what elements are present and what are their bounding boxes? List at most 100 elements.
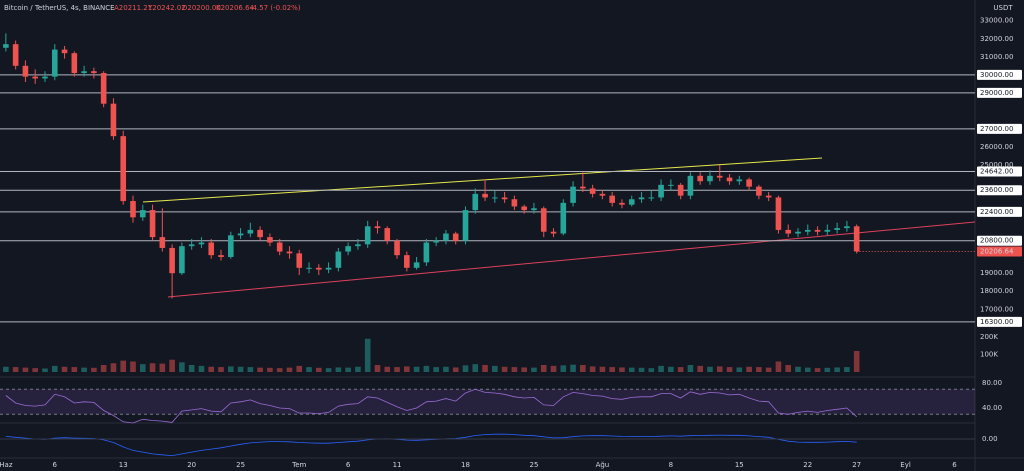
- volume-bar: [775, 361, 782, 372]
- candle-body: [746, 179, 752, 187]
- level-box: [977, 166, 1022, 177]
- candle-body: [482, 193, 488, 198]
- candle-body: [580, 186, 586, 189]
- volume-bar: [658, 365, 664, 372]
- candle-body: [462, 210, 469, 241]
- y-tick-label: 18000.00: [980, 287, 1013, 295]
- candle-body: [120, 136, 127, 202]
- volume-bar: [580, 365, 586, 372]
- candle-body: [394, 240, 400, 256]
- candle-body: [443, 233, 449, 241]
- volume-bar: [42, 368, 48, 372]
- candle-body: [71, 53, 78, 74]
- candle-body: [677, 184, 684, 196]
- candle-body: [81, 71, 87, 74]
- candle-body: [775, 197, 782, 230]
- volume-bar: [531, 367, 537, 372]
- candle-body: [423, 242, 430, 263]
- candle-body: [306, 267, 312, 269]
- ohlc-open: A20211.21: [114, 4, 152, 12]
- candle-body: [61, 49, 68, 54]
- volume-bar: [609, 367, 615, 372]
- volume-bar: [364, 338, 371, 372]
- ohlc-close: K20206.64: [216, 4, 255, 12]
- candle-body: [765, 195, 772, 198]
- rsi-band: [0, 389, 975, 415]
- candle-body: [51, 49, 58, 77]
- volume-bar: [179, 362, 185, 372]
- candle-body: [208, 242, 215, 256]
- level-box: [977, 69, 1022, 80]
- candle-body: [159, 237, 166, 248]
- volume-bar: [51, 365, 58, 372]
- candle-body: [540, 208, 547, 232]
- last-price-label: 20206.64: [980, 247, 1014, 255]
- candle-body: [804, 229, 811, 232]
- y-tick-label: 17000.00: [980, 305, 1013, 313]
- volume-bar: [22, 367, 29, 372]
- ohlc-high: Y20242.02: [147, 4, 186, 12]
- volume-bar: [648, 368, 655, 372]
- volume-bar: [413, 366, 420, 372]
- candle-body: [335, 251, 342, 268]
- volume-bar: [208, 366, 215, 372]
- x-tick-label: 8: [669, 461, 673, 469]
- volume-bar: [227, 366, 234, 372]
- x-tick-label: Tem: [291, 461, 306, 469]
- volume-bar: [540, 365, 547, 372]
- volume-bar: [306, 367, 312, 372]
- x-tick-label: 6: [53, 461, 58, 469]
- volume-bar: [218, 367, 224, 372]
- candle-body: [22, 65, 29, 77]
- volume-tick-label: 100K: [980, 351, 998, 359]
- volume-bar: [100, 365, 107, 372]
- level-label: 16300.00: [980, 318, 1013, 326]
- candle-body: [374, 226, 381, 229]
- level-box: [977, 185, 1022, 196]
- volume-bar: [394, 367, 400, 372]
- volume-bar: [110, 363, 117, 372]
- candle-body: [853, 226, 860, 252]
- candle-body: [658, 184, 664, 198]
- candle-body: [257, 229, 263, 238]
- candle-body: [628, 199, 635, 205]
- volume-bar: [687, 365, 694, 372]
- x-tick-label: 25: [529, 461, 538, 469]
- candle-body: [697, 175, 704, 182]
- macd-line: [5, 433, 857, 457]
- level-label: 20800.00: [980, 237, 1013, 245]
- volume-bar: [345, 367, 351, 372]
- header: Bitcoin / TetherUS, 4s, BINANCE A20211.2…: [4, 4, 301, 12]
- candle-body: [638, 197, 645, 200]
- volume-bar: [853, 351, 860, 372]
- candle-body: [296, 253, 303, 268]
- candle-body: [110, 103, 117, 137]
- candle-body: [472, 193, 479, 211]
- candle-body: [3, 44, 9, 48]
- volume-bar: [707, 366, 713, 372]
- rsi-tick-label: 40.00: [982, 404, 1002, 412]
- y-tick-label: 25000.00: [980, 161, 1013, 169]
- x-tick-label: 6: [346, 461, 351, 469]
- candle-body: [824, 229, 831, 232]
- candle-body: [179, 246, 185, 274]
- volume-bar: [765, 367, 772, 372]
- candle-body: [550, 231, 557, 234]
- rsi-line: [5, 388, 857, 424]
- volume-bar: [638, 367, 645, 372]
- candle-body: [355, 244, 361, 247]
- volume-bar: [472, 364, 479, 372]
- currency: USDT: [993, 4, 1013, 12]
- candle-body: [139, 210, 146, 218]
- volume-bar: [149, 363, 156, 372]
- candle-body: [188, 244, 195, 247]
- volume-bar: [716, 366, 723, 372]
- volume-bar: [589, 366, 596, 372]
- candle-body: [276, 242, 283, 252]
- volume-bar: [756, 367, 762, 372]
- candle-body: [286, 251, 293, 254]
- x-tick-label: Haz: [0, 461, 13, 469]
- volume-bar: [159, 363, 166, 372]
